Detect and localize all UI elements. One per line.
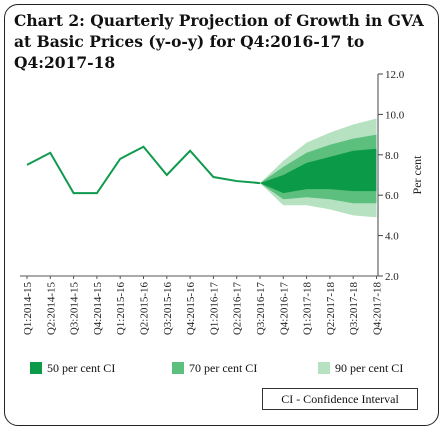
x-tick-label-1: Q2:2014-15 [45, 282, 57, 336]
x-tick-label-2: Q3:2014-15 [69, 282, 81, 336]
x-tick-label-0: Q1:2014-15 [22, 282, 34, 336]
legend-label-1: 70 per cent CI [189, 361, 257, 375]
y-tick-label-0: 2.0 [385, 271, 399, 283]
x-tick-label-8: Q1:2016-17 [208, 282, 220, 336]
legend-swatch-0 [30, 362, 42, 374]
x-tick-label-7: Q4:2015-16 [185, 282, 197, 336]
ci-band-2 [260, 148, 377, 194]
chart-title: Chart 2: Quarterly Projection of Growth … [14, 11, 424, 72]
x-tick-label-10: Q3:2016-17 [255, 282, 267, 336]
y-axis-label: Per cent [410, 155, 424, 195]
x-tick-label-5: Q2:2015-16 [139, 282, 151, 336]
y-tick-label-3: 8.0 [385, 150, 399, 162]
x-tick-label-6: Q3:2015-16 [162, 282, 174, 336]
x-tick-label-3: Q4:2014-15 [92, 282, 104, 336]
y-tick-label-5: 12.0 [385, 69, 405, 81]
legend-swatch-1 [172, 362, 184, 374]
x-tick-label-12: Q1:2017-18 [302, 282, 314, 336]
legend-swatch-2 [318, 362, 330, 374]
x-tick-label-11: Q4:2016-17 [278, 282, 290, 336]
y-tick-label-2: 6.0 [385, 190, 399, 202]
x-tick-label-4: Q1:2015-16 [115, 282, 127, 336]
gva-growth-line [26, 145, 261, 195]
legend-label-0: 50 per cent CI [47, 361, 115, 375]
y-tick-label-4: 10.0 [385, 109, 405, 121]
ci-note: CI - Confidence Interval [262, 388, 418, 410]
x-tick-label-15: Q4:2017-18 [372, 282, 384, 336]
x-tick-label-13: Q2:2017-18 [325, 282, 337, 336]
y-tick-label-1: 4.0 [385, 231, 399, 243]
legend-label-2: 90 per cent CI [335, 361, 403, 375]
x-tick-label-9: Q2:2016-17 [232, 282, 244, 336]
x-tick-label-14: Q3:2017-18 [348, 282, 360, 336]
